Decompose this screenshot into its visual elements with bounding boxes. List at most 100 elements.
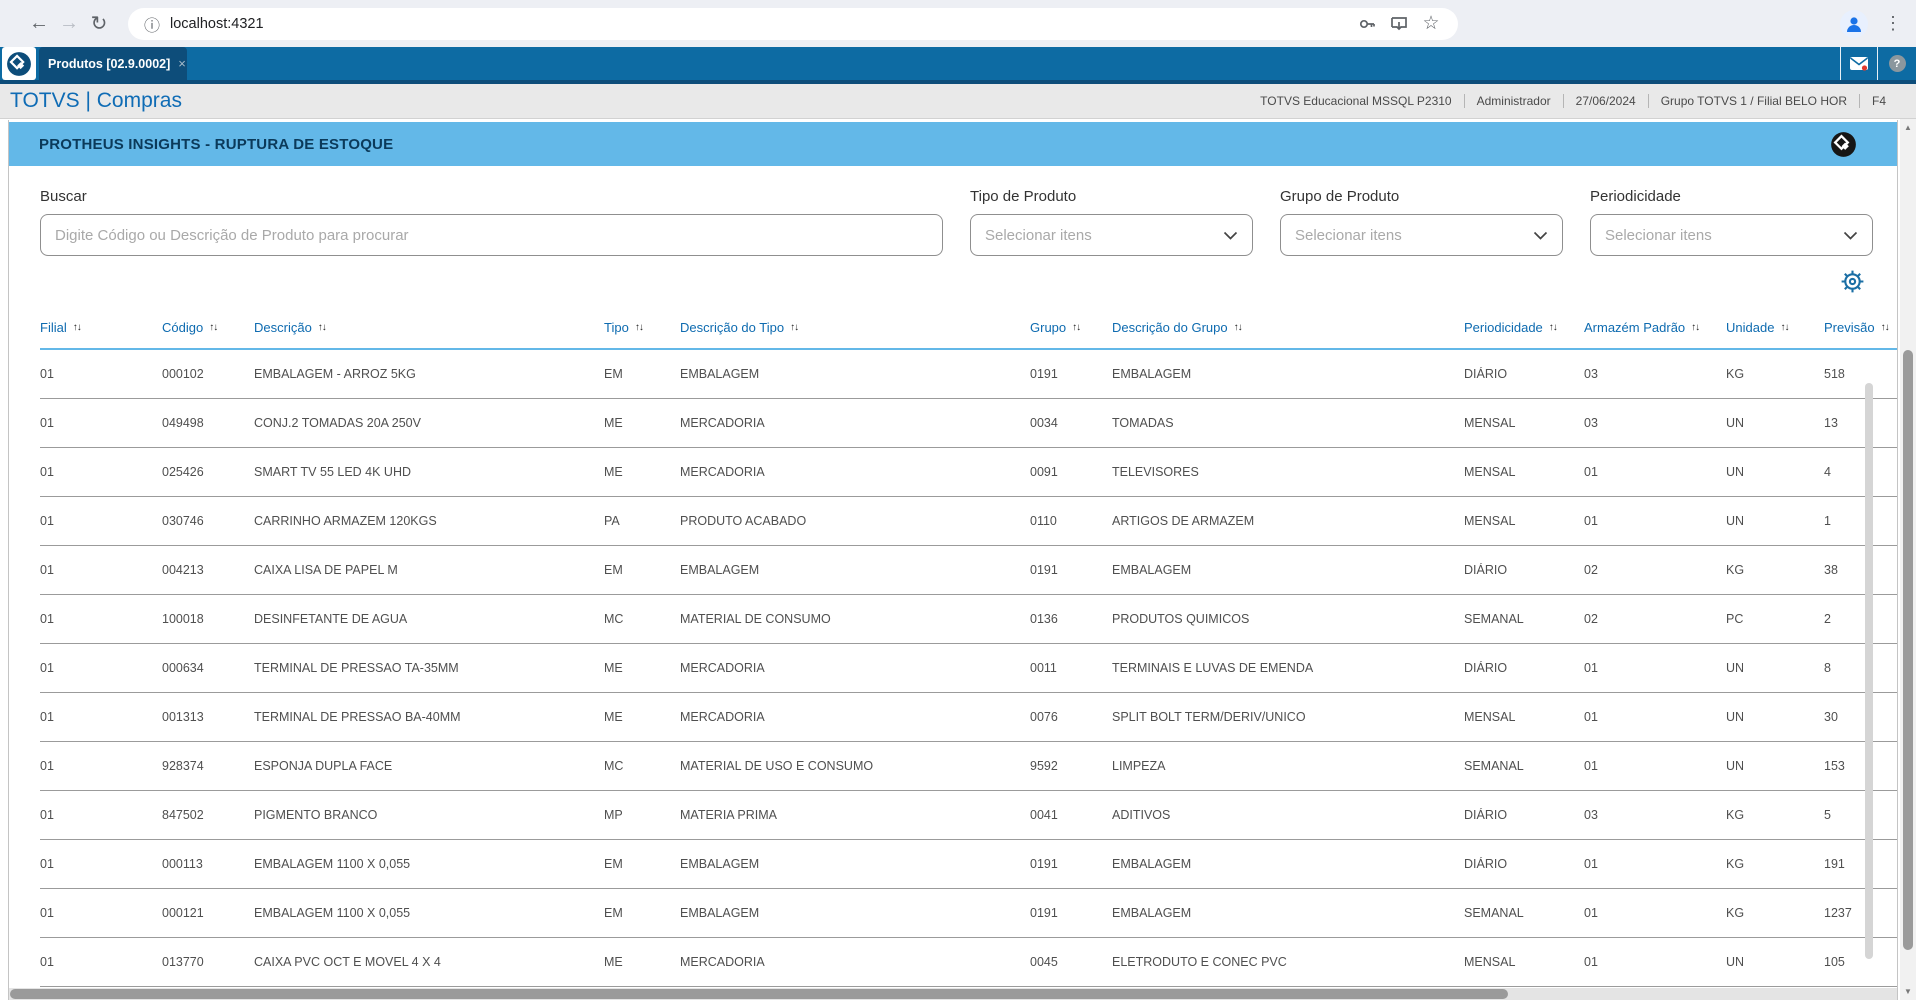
grupo-produto-select[interactable]: Selecionar itens: [1280, 214, 1563, 256]
sort-icon[interactable]: ↑↓: [634, 321, 644, 333]
sort-icon[interactable]: ↑↓: [1780, 321, 1789, 333]
env-user: Administrador: [1463, 94, 1563, 108]
table-horizontal-scrollbar[interactable]: [9, 988, 1897, 1000]
cell-filial: 01: [40, 759, 54, 773]
tipo-produto-select[interactable]: Selecionar itens: [970, 214, 1253, 256]
sort-icon[interactable]: ↑↓: [1548, 321, 1558, 333]
column-header-periodicidade[interactable]: Periodicidade ↑↓: [1464, 320, 1584, 335]
password-key-icon[interactable]: [1356, 13, 1378, 35]
table-row[interactable]: 01 000113 EMBALAGEM 1100 X 0,055 EM EMBALAGE…: [40, 840, 1897, 889]
cell-previsao: 191: [1824, 857, 1845, 871]
column-header-armazem-padrao[interactable]: Armazém Padrão ↑↓: [1584, 320, 1726, 335]
cell-descricao-do-tipo: MERCADORIA: [680, 710, 765, 724]
column-header-descricao-do-grupo[interactable]: Descrição do Grupo ↑↓: [1112, 320, 1464, 335]
column-header-tipo[interactable]: Tipo ↑↓: [604, 320, 680, 335]
column-label: Descrição do Grupo: [1112, 319, 1228, 335]
mail-notification-button[interactable]: [1840, 47, 1878, 80]
cell-armazem-padrao: 01: [1584, 759, 1598, 773]
url-text[interactable]: localhost:4321: [170, 15, 264, 32]
sort-icon[interactable]: ↑↓: [790, 321, 799, 333]
table-row[interactable]: 01 004213 CAIXA LISA DE PAPEL M EM EMBALAGEM…: [40, 546, 1897, 595]
cell-unidade: PC: [1726, 612, 1744, 626]
totvs-logo[interactable]: [2, 47, 36, 80]
periodicidade-select[interactable]: Selecionar itens: [1590, 214, 1873, 256]
page-scrollbar[interactable]: ▲ ▼: [1900, 119, 1916, 1000]
horizontal-scroll-thumb[interactable]: [10, 989, 1508, 999]
scroll-down-icon[interactable]: ▼: [1904, 987, 1912, 996]
column-header-previsao[interactable]: Previsão ↑↓: [1824, 320, 1897, 335]
content-panel: PROTHEUS INSIGHTS - RUPTURA DE ESTOQUE B…: [8, 120, 1898, 1000]
table-vertical-scrollbar[interactable]: [1865, 383, 1873, 959]
back-icon[interactable]: ←: [29, 12, 49, 34]
bookmark-star-icon[interactable]: ☆: [1422, 13, 1440, 34]
sort-icon[interactable]: ↑↓: [1072, 321, 1081, 333]
table-row[interactable]: 01 928374 ESPONJA DUPLA FACE MC MATERIAL DE …: [40, 742, 1897, 791]
env-shortcut: F4: [1858, 94, 1898, 108]
table-row[interactable]: 01 025426 SMART TV 55 LED 4K UHD ME MERCADOR…: [40, 448, 1897, 497]
sort-icon[interactable]: ↑↓: [1691, 321, 1700, 333]
table-toolbar: [9, 256, 1897, 306]
sort-icon[interactable]: ↑↓: [1880, 321, 1890, 333]
cell-descricao-do-grupo: LIMPEZA: [1112, 759, 1166, 773]
help-icon: ?: [1888, 55, 1906, 72]
cell-codigo: 004213: [162, 563, 204, 577]
chevron-down-icon: [1223, 231, 1238, 240]
cell-armazem-padrao: 01: [1584, 465, 1598, 479]
column-header-unidade[interactable]: Unidade ↑↓: [1726, 320, 1824, 335]
site-info-icon[interactable]: ⓘ: [144, 17, 161, 35]
scroll-up-icon[interactable]: ▲: [1904, 123, 1912, 132]
vertical-scroll-thumb[interactable]: [1903, 350, 1913, 950]
cell-codigo: 000113: [162, 857, 203, 871]
tab-produtos[interactable]: Produtos [02.9.0002] ×: [39, 47, 187, 80]
table-row[interactable]: 01 000634 TERMINAL DE PRESSAO TA-35MM ME MER…: [40, 644, 1897, 693]
table-row[interactable]: 01 001313 TERMINAL DE PRESSAO BA-40MM ME MER…: [40, 693, 1897, 742]
column-label: Código: [162, 319, 204, 335]
table-row[interactable]: 01 100018 DESINFETANTE DE AGUA MC MATERIAL D…: [40, 595, 1897, 644]
table-row[interactable]: 01 049498 CONJ.2 TOMADAS 20A 250V ME MERCADO…: [40, 399, 1897, 448]
browser-menu-icon[interactable]: ⋮: [1884, 13, 1902, 33]
install-app-icon[interactable]: [1388, 13, 1410, 35]
cell-unidade: KG: [1726, 367, 1745, 381]
cell-codigo: 000634: [162, 661, 204, 675]
sort-icon[interactable]: ↑↓: [1233, 321, 1243, 333]
search-input[interactable]: [40, 214, 943, 256]
column-header-descricao[interactable]: Descrição ↑↓: [254, 320, 604, 335]
cell-descricao-do-tipo: PRODUTO ACABADO: [680, 514, 807, 528]
column-label: Tipo: [604, 319, 629, 335]
column-header-grupo[interactable]: Grupo ↑↓: [1030, 320, 1112, 335]
table-body: 01 000102 EMBALAGEM - ARROZ 5KG EM EMBALAGEM…: [40, 350, 1897, 987]
cell-armazem-padrao: 03: [1584, 808, 1598, 822]
column-label: Grupo: [1030, 319, 1067, 335]
environment-info: TOTVS Educacional MSSQL P2310 Administra…: [1248, 94, 1898, 108]
column-header-codigo[interactable]: Código ↑↓: [162, 320, 254, 335]
cell-filial: 01: [40, 465, 54, 479]
address-bar[interactable]: ⓘ localhost:4321 ☆: [128, 7, 1458, 40]
sort-icon[interactable]: ↑↓: [72, 321, 82, 333]
sort-icon[interactable]: ↑↓: [317, 321, 327, 333]
column-header-descricao-do-tipo[interactable]: Descrição do Tipo ↑↓: [680, 320, 1030, 335]
profile-avatar[interactable]: [1840, 9, 1868, 38]
table-row[interactable]: 01 013770 CAIXA PVC OCT E MOVEL 4 X 4 ME MER…: [40, 938, 1897, 987]
cell-descricao-do-grupo: EMBALAGEM: [1112, 906, 1192, 920]
table-row[interactable]: 01 030746 CARRINHO ARMAZEM 120KGS PA PRODUTO…: [40, 497, 1897, 546]
table-row[interactable]: 01 000121 EMBALAGEM 1100 X 0,055 EM EMBALAGE…: [40, 889, 1897, 938]
cell-descricao: TERMINAL DE PRESSAO BA-40MM: [254, 710, 461, 724]
tipo-produto-label: Tipo de Produto: [970, 188, 1077, 205]
cell-previsao: 518: [1824, 367, 1845, 381]
cell-tipo: ME: [604, 661, 623, 675]
help-button[interactable]: ?: [1878, 47, 1916, 80]
cell-periodicidade: SEMANAL: [1464, 612, 1524, 626]
forward-icon[interactable]: →: [59, 12, 79, 34]
env-name: TOTVS Educacional MSSQL P2310: [1260, 94, 1452, 108]
filters-row: Buscar Tipo de Produto Selecionar itens …: [9, 166, 1897, 256]
reload-icon[interactable]: ↻: [90, 13, 108, 35]
tab-close-icon[interactable]: ×: [178, 56, 186, 71]
cell-unidade: UN: [1726, 661, 1745, 675]
table-row[interactable]: 01 000102 EMBALAGEM - ARROZ 5KG EM EMBALAGEM…: [40, 350, 1897, 399]
cell-descricao-do-tipo: MERCADORIA: [680, 416, 765, 430]
column-header-filial[interactable]: Filial ↑↓: [40, 320, 162, 335]
cell-armazem-padrao: 01: [1584, 906, 1598, 920]
settings-gear-icon[interactable]: [1839, 268, 1866, 295]
table-row[interactable]: 01 847502 PIGMENTO BRANCO MP MATERIA PRIMA 00…: [40, 791, 1897, 840]
sort-icon[interactable]: ↑↓: [209, 321, 218, 333]
